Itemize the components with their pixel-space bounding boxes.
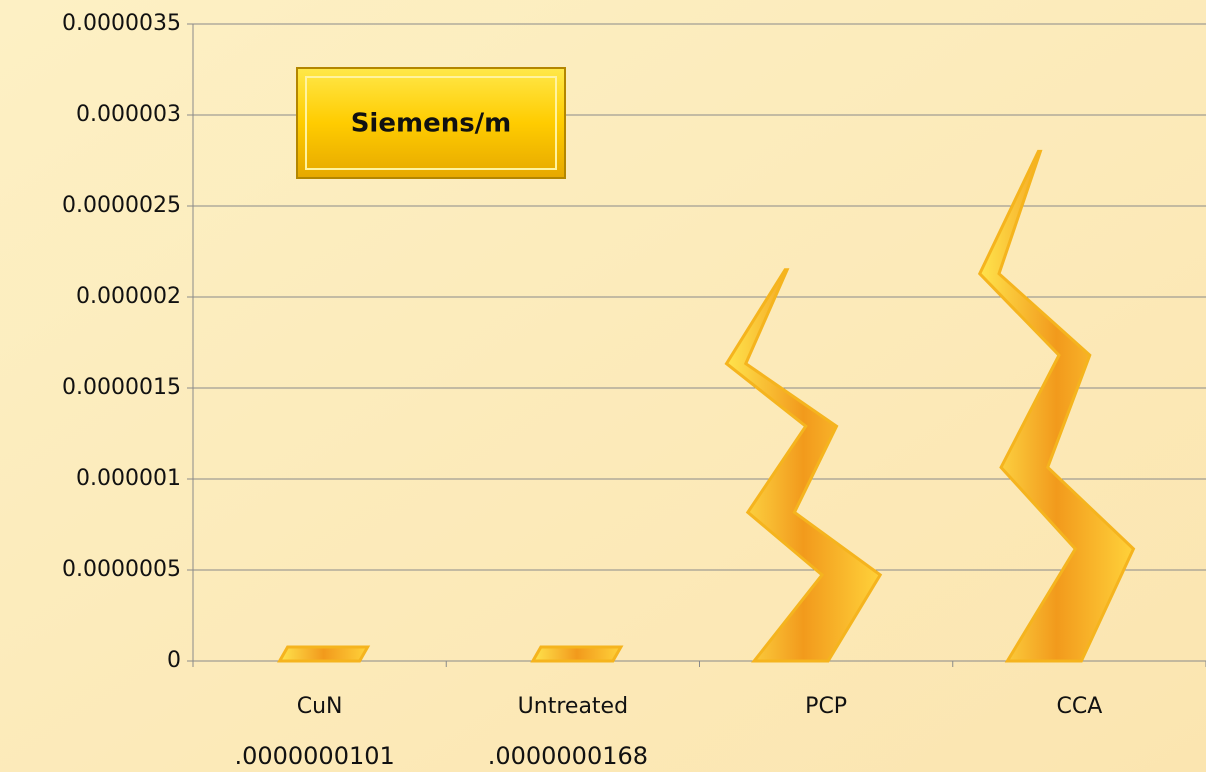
- x-tick-label: CCA: [1056, 694, 1102, 719]
- x-tick-label: Untreated: [518, 694, 628, 719]
- y-tick-label: 0.000002: [76, 284, 181, 309]
- value-label: .0000000101: [234, 742, 394, 770]
- chart: 0 0.0000005 0.000001 0.0000015 0.000002 0.000…: [0, 0, 1206, 772]
- y-tick-label: 0.0000005: [62, 557, 181, 582]
- y-tick-label: 0.0000035: [62, 11, 181, 36]
- page: 0 0.0000005 0.000001 0.0000015 0.000002 0.000…: [0, 0, 1206, 772]
- x-tick-label: CuN: [297, 694, 343, 719]
- bar: [533, 647, 621, 661]
- y-tick-label: 0.000001: [76, 466, 181, 491]
- y-tick-label: 0.0000025: [62, 193, 181, 218]
- annotation: Siemens/m: [351, 109, 512, 139]
- bar: [280, 647, 368, 661]
- y-tick-label: 0.0000015: [62, 375, 181, 400]
- y-tick-label: 0: [167, 648, 181, 673]
- y-tick-label: 0.000003: [76, 102, 181, 127]
- value-label: .0000000168: [488, 742, 648, 770]
- x-tick-label: PCP: [805, 694, 847, 719]
